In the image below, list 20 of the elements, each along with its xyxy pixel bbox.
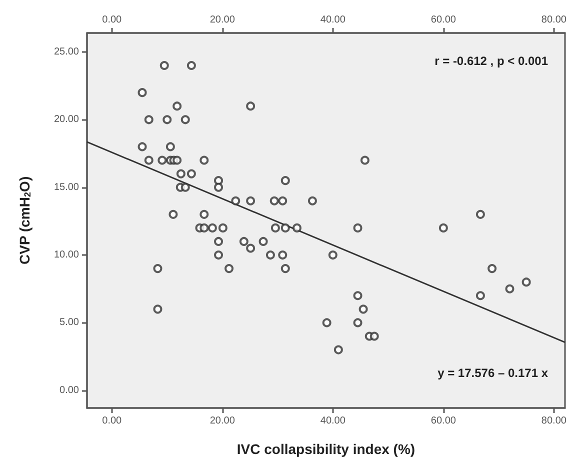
y-axis-title: CVP (cmH2O) [16,176,32,264]
y-tick-label: 25.00 [54,46,80,58]
annotation: r = -0.612 , p < 0.001 [434,54,548,68]
x-tick-label: 20.00 [210,416,236,426]
x-axis-title: IVC collapsibility index (%) [236,441,416,457]
x-tick-label: 40.00 [320,416,346,426]
x-tick-label: 0.00 [102,416,122,426]
x2-tick-label: 20.00 [210,14,236,26]
x2-tick-label: 80.00 [541,14,567,26]
x2-tick-label: 0.00 [102,14,122,26]
x-tick-label: 60.00 [430,416,456,426]
y-tick-label: 0.00 [60,384,80,396]
y-tick-label: 5.00 [60,317,80,328]
y-tick-label: 10.00 [54,250,80,261]
y-tick-label: 20.00 [54,114,80,126]
y-tick-label: 15.00 [54,182,80,193]
annotation: y = 17.576 – 0.171 x [438,366,548,380]
x-tick-label: 80.00 [541,416,567,426]
x2-tick-label: 60.00 [430,14,456,26]
x2-tick-label: 40.00 [320,14,346,26]
